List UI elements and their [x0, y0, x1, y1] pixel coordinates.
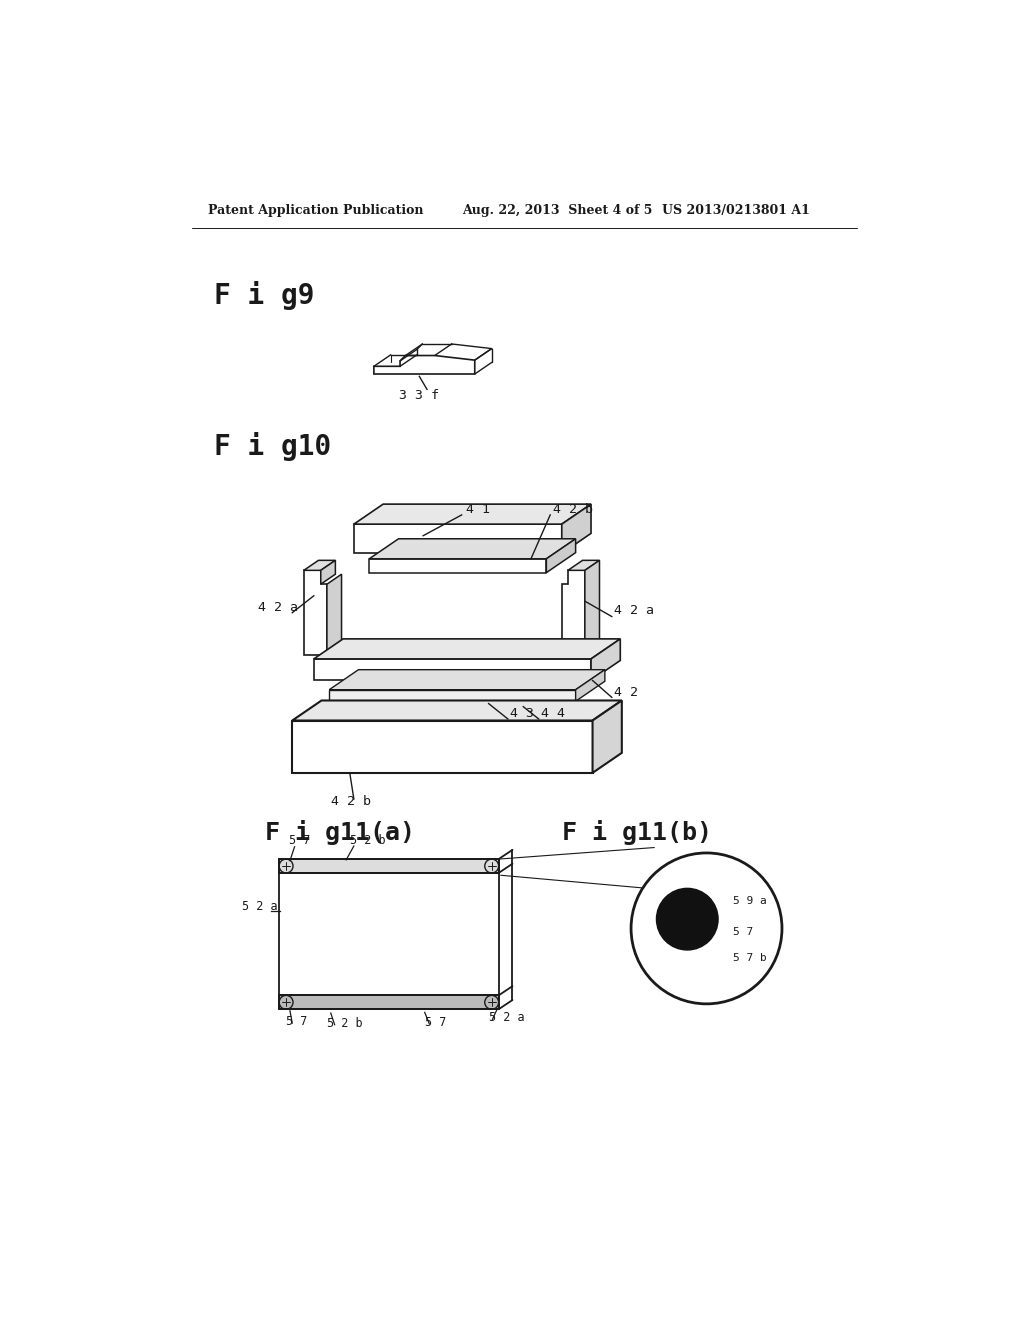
Text: 5 7: 5 7 [733, 927, 754, 937]
Text: 3 3 f: 3 3 f [399, 389, 439, 403]
Text: 4 2 a: 4 2 a [614, 605, 654, 618]
Polygon shape [292, 701, 622, 721]
Text: 5 7: 5 7 [289, 834, 310, 847]
Text: Patent Application Publication: Patent Application Publication [208, 205, 423, 218]
Text: F i g11(a): F i g11(a) [265, 820, 416, 845]
Text: 5 2 b: 5 2 b [350, 834, 386, 846]
Polygon shape [370, 558, 547, 573]
Polygon shape [370, 539, 575, 558]
Text: 5 7: 5 7 [425, 1016, 446, 1030]
Text: 4 2 b: 4 2 b [553, 503, 593, 516]
Polygon shape [547, 539, 575, 573]
Text: 4 4: 4 4 [541, 708, 565, 721]
Text: US 2013/0213801 A1: US 2013/0213801 A1 [662, 205, 810, 218]
Text: F i g11(b): F i g11(b) [562, 820, 712, 845]
Polygon shape [292, 721, 593, 774]
Polygon shape [321, 560, 336, 585]
Text: 4 2 a: 4 2 a [258, 601, 298, 614]
Polygon shape [354, 524, 562, 553]
Polygon shape [591, 639, 621, 681]
Polygon shape [330, 689, 575, 701]
Text: 4 2: 4 2 [614, 686, 638, 698]
Text: 5 7: 5 7 [286, 1015, 307, 1028]
Polygon shape [593, 701, 622, 774]
Text: 5 2 a: 5 2 a [243, 900, 278, 913]
Polygon shape [327, 574, 342, 655]
Polygon shape [585, 560, 599, 655]
Text: 4 1: 4 1 [466, 503, 489, 516]
Text: F i g9: F i g9 [214, 281, 314, 310]
Text: F i g10: F i g10 [214, 432, 331, 461]
Text: 4 2 b: 4 2 b [331, 795, 371, 808]
Polygon shape [562, 570, 585, 655]
Text: 5 2 a: 5 2 a [488, 1011, 524, 1024]
Bar [280, 995, 499, 1010]
Text: 5 2 b: 5 2 b [327, 1016, 362, 1030]
Polygon shape [304, 560, 336, 570]
Bar [280, 859, 499, 873]
Polygon shape [354, 504, 591, 524]
Polygon shape [313, 659, 591, 681]
Text: 4 3: 4 3 [510, 708, 535, 721]
Text: 5 9 a: 5 9 a [733, 896, 767, 907]
Text: Aug. 22, 2013  Sheet 4 of 5: Aug. 22, 2013 Sheet 4 of 5 [462, 205, 652, 218]
Polygon shape [304, 570, 327, 655]
Polygon shape [575, 669, 605, 701]
Polygon shape [313, 639, 621, 659]
Circle shape [631, 853, 782, 1003]
Polygon shape [568, 560, 599, 570]
Polygon shape [562, 504, 591, 553]
Polygon shape [330, 669, 605, 689]
Text: 5 7 b: 5 7 b [733, 953, 767, 962]
Circle shape [656, 888, 718, 950]
